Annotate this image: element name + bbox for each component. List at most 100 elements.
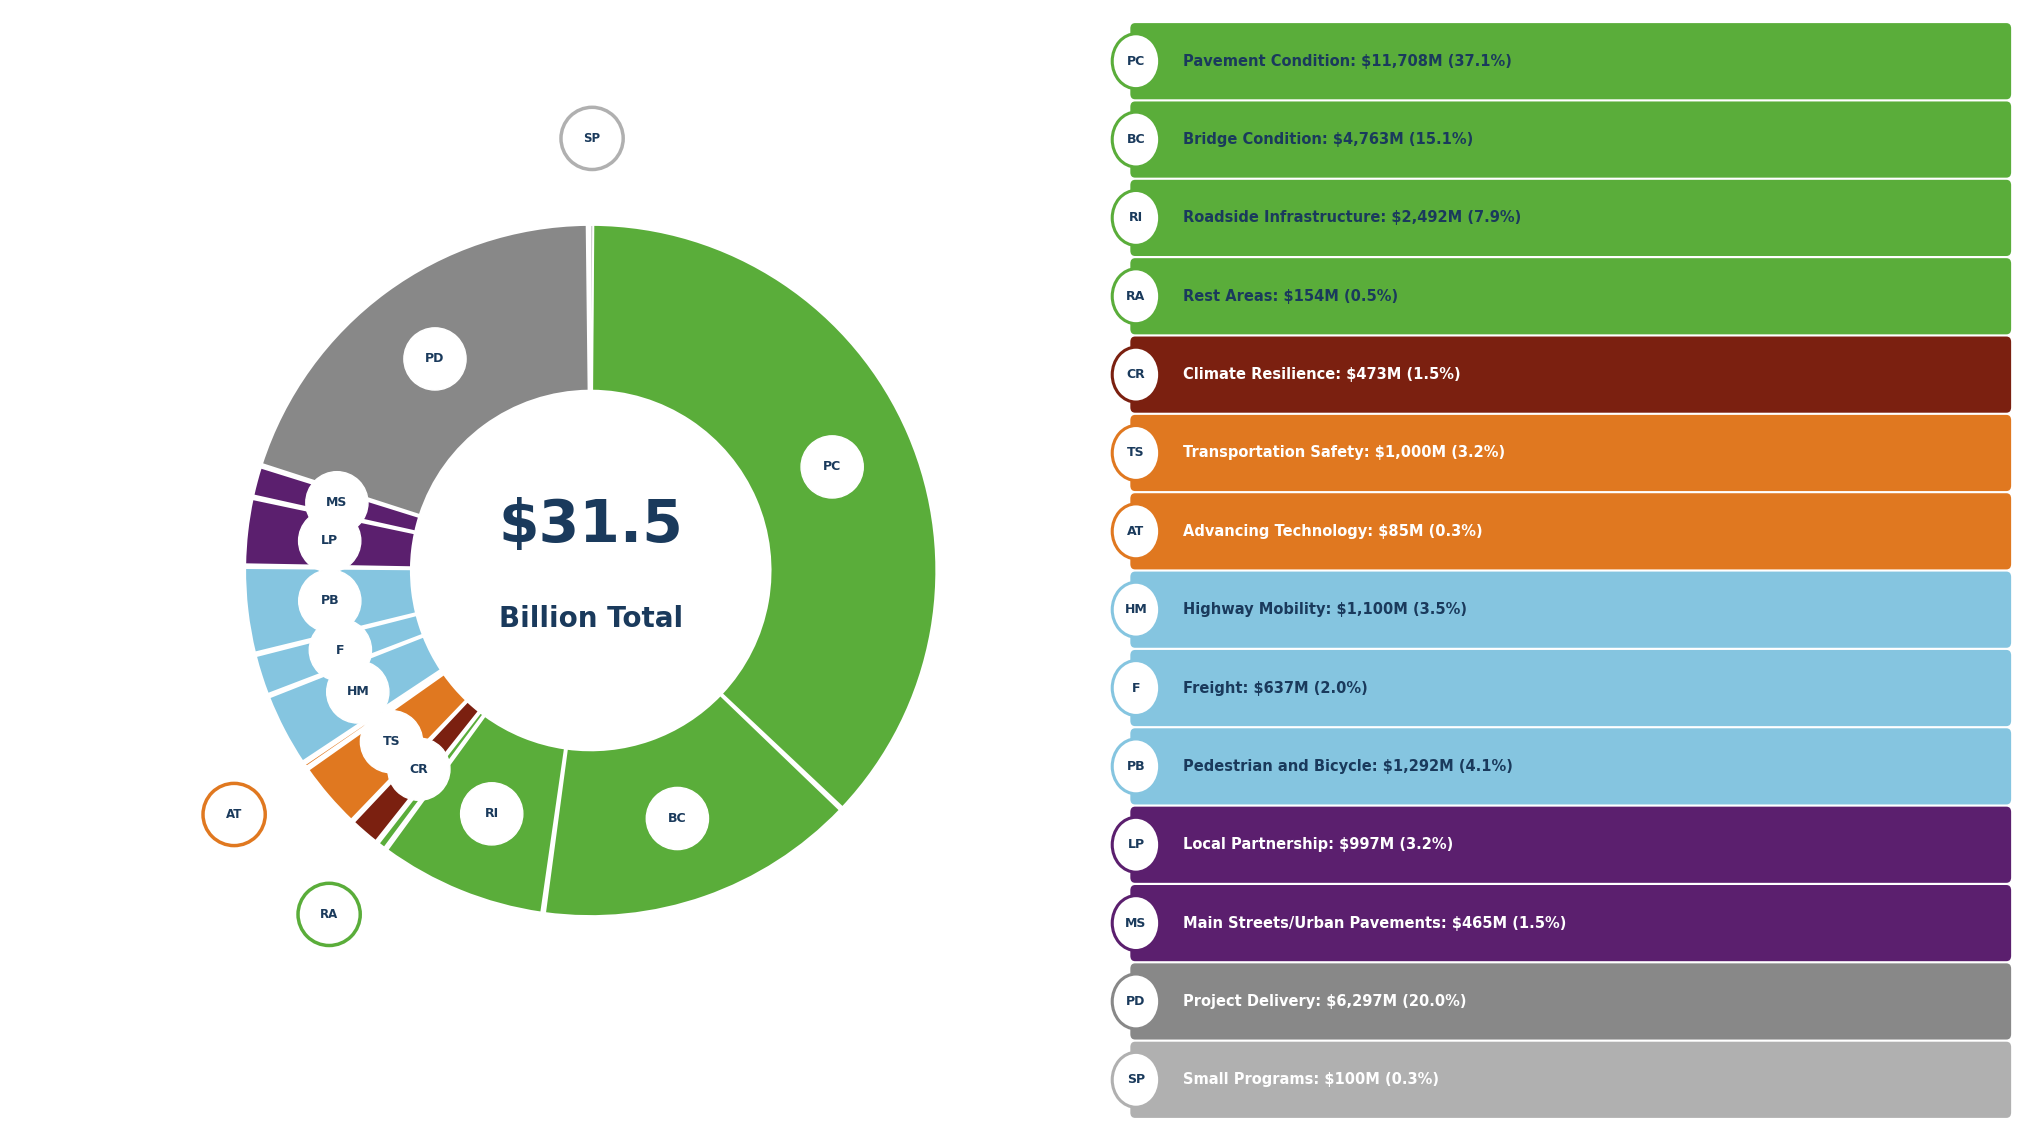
Circle shape — [204, 784, 265, 845]
Text: Transportation Safety: $1,000M (3.2%): Transportation Safety: $1,000M (3.2%) — [1183, 445, 1505, 461]
FancyBboxPatch shape — [1131, 493, 2011, 569]
Wedge shape — [253, 468, 420, 532]
Text: Local Partnership: $997M (3.2%): Local Partnership: $997M (3.2%) — [1183, 837, 1452, 852]
Text: SP: SP — [583, 132, 601, 145]
Circle shape — [310, 620, 371, 681]
Text: RA: RA — [320, 908, 338, 921]
Wedge shape — [591, 225, 593, 390]
Circle shape — [299, 569, 361, 632]
Text: HM: HM — [1124, 604, 1147, 616]
Circle shape — [1112, 112, 1159, 167]
Circle shape — [1112, 661, 1159, 715]
Text: AT: AT — [226, 808, 242, 822]
Circle shape — [1112, 739, 1159, 794]
Wedge shape — [244, 499, 416, 567]
FancyBboxPatch shape — [1131, 572, 2011, 648]
Circle shape — [361, 711, 422, 772]
Circle shape — [1112, 582, 1159, 637]
Text: MS: MS — [1124, 916, 1147, 930]
FancyBboxPatch shape — [1131, 415, 2011, 491]
Text: PC: PC — [1126, 55, 1145, 67]
Text: RI: RI — [485, 808, 499, 820]
Circle shape — [1112, 1052, 1159, 1107]
FancyBboxPatch shape — [1131, 23, 2011, 99]
Text: Climate Resilience: $473M (1.5%): Climate Resilience: $473M (1.5%) — [1183, 367, 1461, 382]
Wedge shape — [591, 225, 937, 808]
FancyBboxPatch shape — [1131, 807, 2011, 883]
Text: Project Delivery: $6,297M (20.0%): Project Delivery: $6,297M (20.0%) — [1183, 994, 1467, 1009]
Circle shape — [801, 436, 864, 497]
Text: TS: TS — [1126, 446, 1145, 460]
Text: PC: PC — [823, 461, 841, 474]
Circle shape — [387, 738, 450, 800]
Text: Billion Total: Billion Total — [499, 605, 682, 633]
Wedge shape — [244, 568, 416, 653]
Wedge shape — [306, 671, 442, 767]
Wedge shape — [544, 695, 839, 916]
FancyBboxPatch shape — [1131, 963, 2011, 1039]
Text: SP: SP — [1126, 1074, 1145, 1086]
Wedge shape — [379, 712, 483, 848]
FancyBboxPatch shape — [1131, 180, 2011, 256]
Text: CR: CR — [1126, 369, 1145, 381]
Text: HM: HM — [346, 686, 369, 698]
Text: LP: LP — [322, 534, 338, 548]
Text: TS: TS — [383, 735, 401, 748]
Circle shape — [1112, 34, 1159, 89]
Text: Main Streets/Urban Pavements: $465M (1.5%): Main Streets/Urban Pavements: $465M (1.5… — [1183, 915, 1566, 931]
Text: Rest Areas: $154M (0.5%): Rest Areas: $154M (0.5%) — [1183, 289, 1397, 304]
FancyBboxPatch shape — [1131, 885, 2011, 961]
Circle shape — [297, 883, 361, 946]
FancyBboxPatch shape — [1131, 1042, 2011, 1118]
Text: RI: RI — [1128, 211, 1143, 225]
Text: F: F — [1133, 681, 1141, 695]
Text: Pavement Condition: $11,708M (37.1%): Pavement Condition: $11,708M (37.1%) — [1183, 54, 1511, 68]
Circle shape — [299, 510, 361, 572]
Circle shape — [326, 661, 389, 723]
FancyBboxPatch shape — [1131, 650, 2011, 726]
Wedge shape — [263, 225, 589, 515]
Text: PD: PD — [426, 353, 444, 365]
Wedge shape — [269, 637, 440, 761]
Circle shape — [1112, 347, 1159, 402]
Circle shape — [1112, 817, 1159, 872]
Text: CR: CR — [409, 762, 428, 776]
FancyBboxPatch shape — [1131, 728, 2011, 804]
Text: F: F — [336, 644, 344, 656]
Text: MS: MS — [326, 496, 348, 509]
FancyBboxPatch shape — [1131, 258, 2011, 334]
Circle shape — [1112, 504, 1159, 559]
Circle shape — [1112, 269, 1159, 324]
Text: RA: RA — [1126, 290, 1145, 302]
Text: Pedestrian and Bicycle: $1,292M (4.1%): Pedestrian and Bicycle: $1,292M (4.1%) — [1183, 759, 1513, 774]
Wedge shape — [257, 615, 424, 694]
Circle shape — [1112, 191, 1159, 245]
Circle shape — [1112, 426, 1159, 480]
Wedge shape — [387, 715, 564, 913]
Text: LP: LP — [1126, 839, 1145, 851]
Text: Advancing Technology: $85M (0.3%): Advancing Technology: $85M (0.3%) — [1183, 524, 1483, 539]
Circle shape — [1112, 896, 1159, 950]
Text: Roadside Infrastructure: $2,492M (7.9%): Roadside Infrastructure: $2,492M (7.9%) — [1183, 210, 1522, 226]
Text: Small Programs: $100M (0.3%): Small Programs: $100M (0.3%) — [1183, 1073, 1438, 1087]
Text: PB: PB — [320, 594, 338, 607]
FancyBboxPatch shape — [1131, 337, 2011, 413]
Circle shape — [403, 327, 466, 390]
Circle shape — [560, 107, 623, 170]
Text: PB: PB — [1126, 760, 1145, 772]
Text: PD: PD — [1126, 995, 1145, 1008]
Text: Highway Mobility: $1,100M (3.5%): Highway Mobility: $1,100M (3.5%) — [1183, 602, 1467, 617]
Text: BC: BC — [668, 812, 686, 825]
Circle shape — [460, 783, 524, 845]
Circle shape — [646, 787, 709, 850]
Circle shape — [1112, 974, 1159, 1029]
Circle shape — [414, 394, 768, 747]
Wedge shape — [308, 674, 466, 819]
Text: BC: BC — [1126, 133, 1145, 146]
FancyBboxPatch shape — [1131, 102, 2011, 178]
Wedge shape — [354, 702, 479, 841]
Text: Bridge Condition: $4,763M (15.1%): Bridge Condition: $4,763M (15.1%) — [1183, 132, 1473, 147]
Circle shape — [306, 471, 369, 534]
Text: AT: AT — [1126, 525, 1145, 537]
Text: Freight: $637M (2.0%): Freight: $637M (2.0%) — [1183, 680, 1369, 696]
